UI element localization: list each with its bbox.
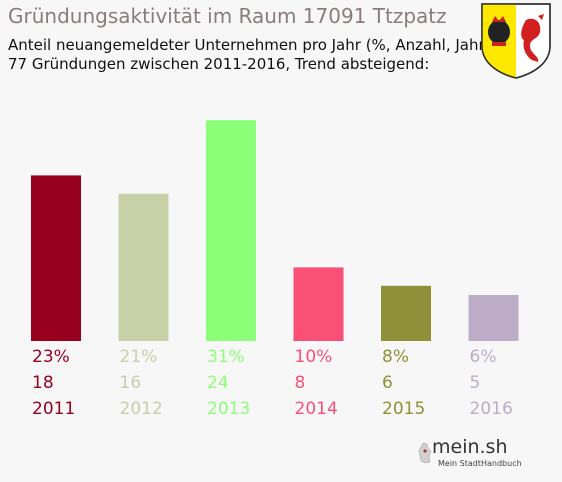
- bar-2012: [118, 193, 169, 341]
- bar-2013: [206, 120, 256, 341]
- count-label-2016: 5: [470, 373, 481, 393]
- year-label-2015: 2015: [382, 399, 425, 419]
- bar-2015: [381, 285, 431, 341]
- year-label-2013: 2013: [207, 399, 250, 419]
- chart-title: Gründungsaktivität im Raum 17091 Ttzpatz: [8, 4, 447, 28]
- chart-subtitle-line1: Anteil neuangemeldeter Unternehmen pro J…: [8, 36, 491, 54]
- percent-label-2014: 10%: [295, 347, 333, 367]
- percent-label-2011: 23%: [32, 347, 70, 367]
- year-label-2016: 2016: [470, 399, 513, 419]
- count-label-2013: 24: [207, 373, 229, 393]
- percent-label-2012: 21%: [120, 347, 158, 367]
- percent-label-2013: 31%: [207, 347, 245, 367]
- count-label-2014: 8: [295, 373, 306, 393]
- bar-2011: [31, 175, 81, 341]
- count-label-2011: 18: [32, 373, 54, 393]
- year-label-2012: 2012: [120, 399, 163, 419]
- percent-label-2015: 8%: [382, 347, 409, 367]
- brand-tagline: Mein StadtHandbuch: [438, 459, 522, 468]
- count-label-2015: 6: [382, 373, 393, 393]
- year-label-2011: 2011: [32, 399, 75, 419]
- count-label-2012: 16: [120, 373, 142, 393]
- bar-2014: [293, 267, 344, 341]
- germany-map-icon: [418, 442, 432, 464]
- year-label-2014: 2014: [295, 399, 338, 419]
- percent-label-2016: 6%: [470, 347, 497, 367]
- chart-subtitle-line2: 77 Gründungen zwischen 2011-2016, Trend …: [8, 55, 430, 73]
- brand-logo-text: mein.sh: [432, 436, 508, 458]
- bar-2016: [468, 295, 519, 341]
- coat-of-arms-icon: [481, 3, 551, 79]
